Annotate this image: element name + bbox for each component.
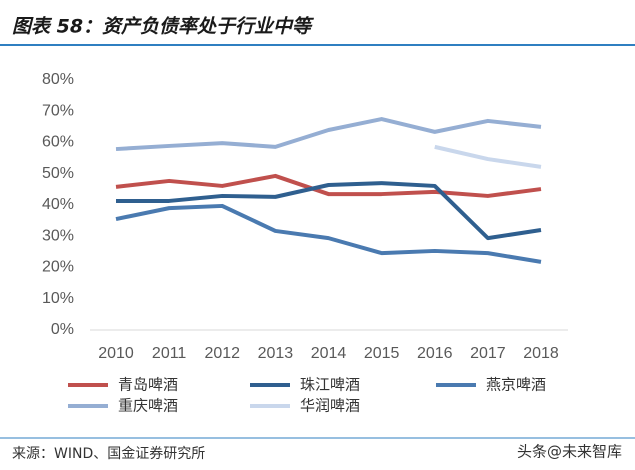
x-tick-label: 2015 (364, 345, 400, 362)
legend-label: 青岛啤酒 (118, 376, 178, 394)
x-tick-label: 2017 (470, 345, 506, 362)
legend-label: 重庆啤酒 (118, 397, 178, 415)
y-tick-label: 60% (42, 134, 74, 151)
legend-label: 燕京啤酒 (486, 376, 546, 394)
series-line (116, 181, 542, 241)
x-tick-label: 2012 (204, 345, 240, 362)
y-tick-label: 70% (42, 102, 74, 119)
y-tick-label: 20% (42, 259, 74, 276)
y-tick-label: 40% (42, 196, 74, 213)
series-line (115, 203, 542, 264)
x-tick-label: 2013 (258, 345, 294, 362)
y-tick-label: 0% (51, 321, 74, 338)
y-tick-label: 80% (42, 71, 74, 88)
y-tick-label: 50% (42, 165, 74, 182)
source: 来源：WIND、国金证券研究所 (12, 446, 205, 462)
legend-label: 华润啤酒 (300, 397, 360, 415)
series-line (434, 144, 542, 169)
watermark: 头条@未来智库 (517, 443, 622, 461)
x-tick-label: 2011 (152, 345, 187, 362)
series-line (115, 173, 542, 198)
x-tick-label: 2010 (98, 345, 134, 362)
x-tick-label: 2018 (523, 345, 559, 362)
y-tick-label: 10% (42, 290, 74, 307)
y-tick-label: 30% (42, 227, 74, 244)
x-tick-label: 2016 (417, 345, 453, 362)
x-tick-label: 2014 (311, 345, 347, 362)
chart-title: 图表 58：资产负债率处于行业中等 (12, 16, 315, 38)
series-line (115, 117, 542, 152)
legend-label: 珠江啤酒 (300, 376, 360, 394)
